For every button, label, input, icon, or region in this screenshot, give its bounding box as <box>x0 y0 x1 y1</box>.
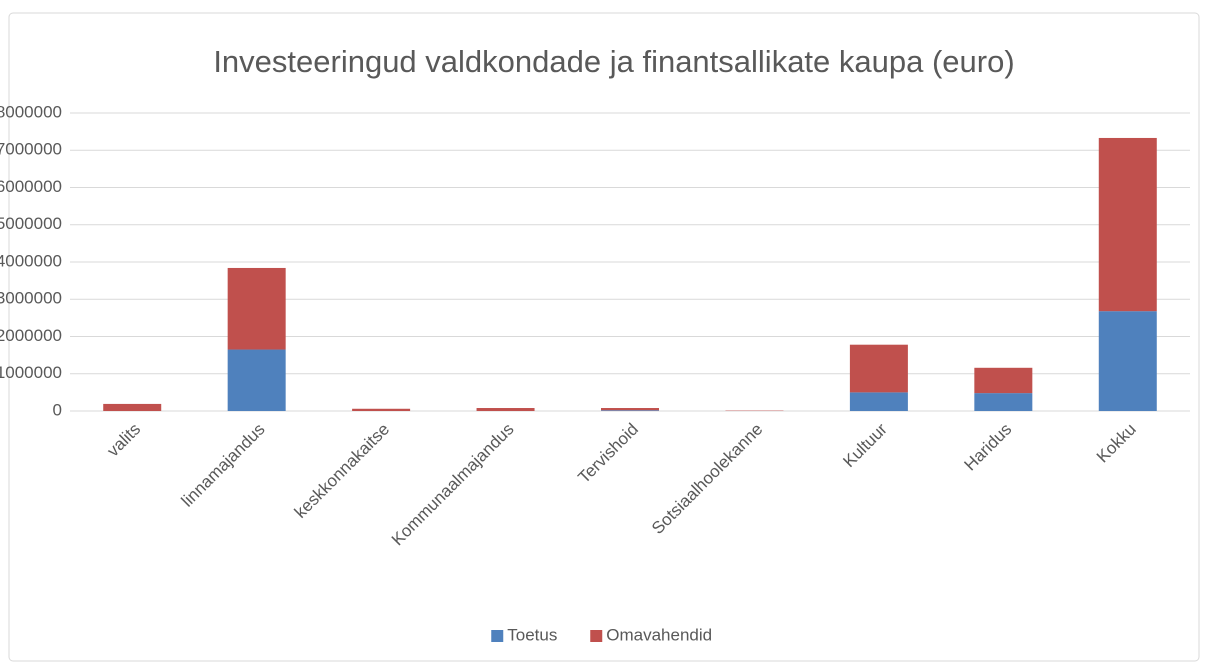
y-tick-label: 6000000 <box>0 177 62 196</box>
bar-segment <box>849 392 908 411</box>
legend-swatch <box>491 630 504 642</box>
y-tick-label: 5000000 <box>0 214 62 233</box>
bar-segment <box>1098 137 1157 312</box>
legend-swatch <box>590 630 603 642</box>
y-tick-label: 1000000 <box>0 363 62 382</box>
bar-segment <box>974 393 1033 411</box>
y-tick-label: 7000000 <box>0 140 62 159</box>
y-tick-label: 8000000 <box>0 102 62 121</box>
bar-segment <box>849 344 908 393</box>
y-tick-label: 2000000 <box>0 326 62 345</box>
legend-label: Toetus <box>507 625 557 644</box>
y-tick-label: 0 <box>53 400 62 419</box>
bar-segment <box>601 410 659 411</box>
bar-segment <box>601 408 659 411</box>
y-tick-label: 4000000 <box>0 251 62 270</box>
bar-segment <box>103 403 162 411</box>
bar-segment <box>227 349 286 411</box>
bar-segment <box>974 367 1033 394</box>
legend-label: Omavahendid <box>606 625 712 644</box>
bar-segment <box>1098 311 1157 411</box>
bar-segment <box>352 408 411 411</box>
bar-segment <box>476 408 535 411</box>
bar-segment <box>227 267 286 350</box>
chart-title: Investeeringud valdkondade ja finantsall… <box>213 44 1014 79</box>
y-tick-label: 3000000 <box>0 289 62 308</box>
